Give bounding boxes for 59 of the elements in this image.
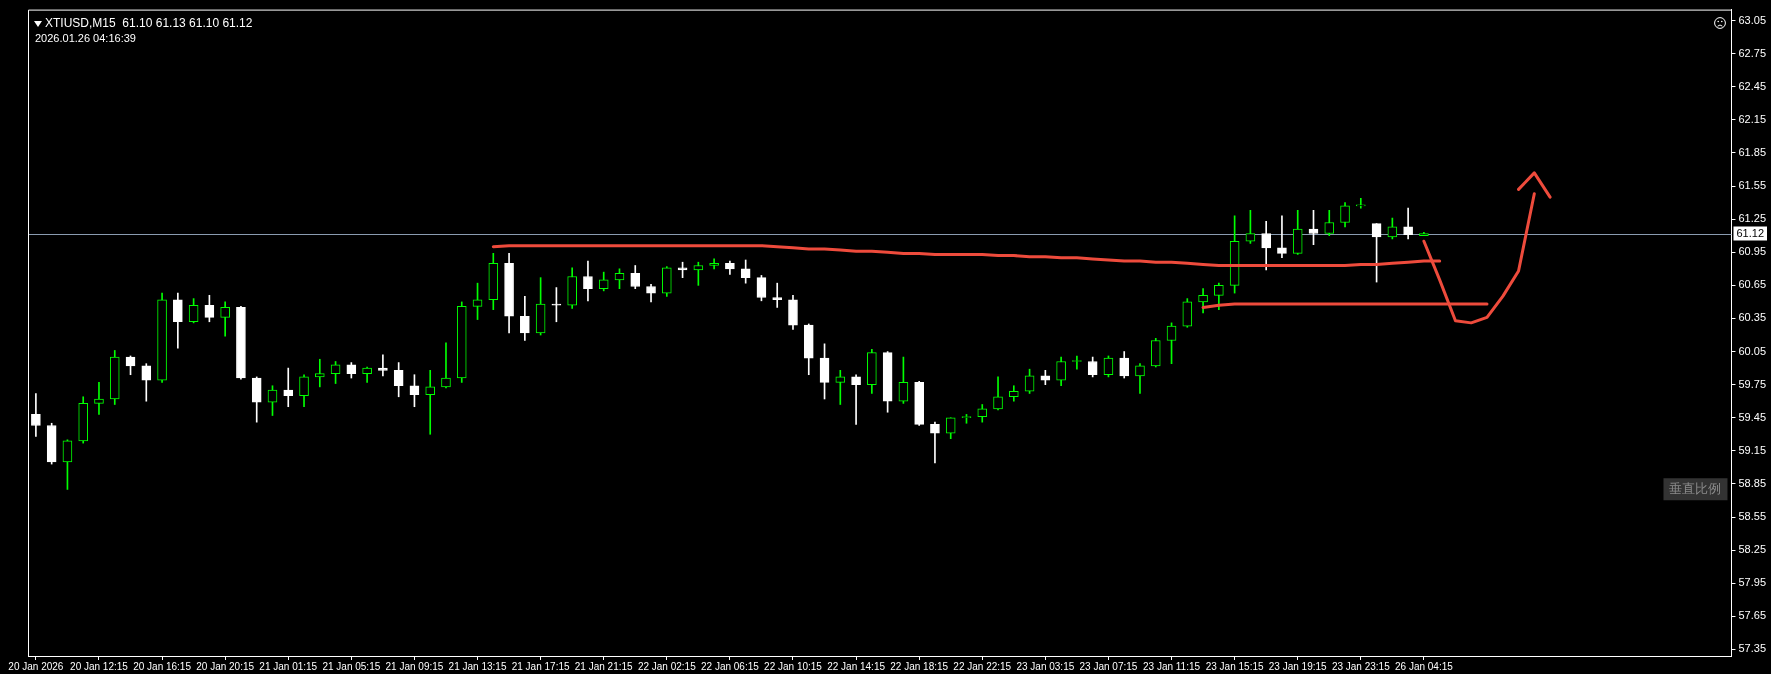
x-tick-label: 26 Jan 04:15 (1394, 660, 1454, 672)
candlestick (1355, 197, 1366, 209)
y-tick-label: 57.95 (1738, 576, 1766, 589)
y-tick-label: 63.05 (1738, 13, 1766, 26)
x-tick-label: 21 Jan 17:15 (511, 660, 570, 672)
y-tick-label: 59.15 (1738, 443, 1766, 456)
y-tick-label: 60.05 (1738, 344, 1766, 357)
x-tick-label: 23 Jan 23:15 (1331, 660, 1391, 672)
x-tick-label: 22 Jan 06:15 (700, 660, 760, 672)
x-tick-label: 22 Jan 10:15 (764, 660, 823, 672)
y-tick-label: 59.75 (1738, 377, 1766, 390)
text: 2026.01.26 04:16:39 (35, 31, 136, 44)
x-tick-label: 20 Jan 12:15 (70, 660, 129, 672)
candlestick (1277, 215, 1287, 259)
candlestick (94, 382, 104, 415)
candlestick (314, 358, 325, 388)
y-tick-label: 57.65 (1738, 609, 1766, 622)
x-tick-label: 21 Jan 09:15 (385, 660, 444, 672)
x-tick-label: 21 Jan 21:15 (574, 660, 634, 672)
x-tick-label: 22 Jan 18:15 (890, 660, 949, 672)
x-tick-label: 23 Jan 03:15 (1016, 660, 1075, 672)
x-tick-label: 21 Jan 01:15 (259, 660, 318, 672)
x-tick-label: 22 Jan 02:15 (637, 660, 697, 672)
y-tick-label: 58.55 (1738, 510, 1766, 523)
candlestick (441, 342, 451, 389)
x-tick-label: 20 Jan 20:15 (196, 660, 255, 672)
y-tick-label: 60.65 (1738, 278, 1766, 291)
text: XTIUSD,M15 61.10 61.13 61.10 61.12 (45, 15, 253, 30)
x-tick-label: 22 Jan 22:15 (953, 660, 1012, 672)
candlestick (425, 369, 436, 435)
y-tick-label: 62.45 (1738, 79, 1766, 92)
x-tick-label: 23 Jan 07:15 (1079, 660, 1138, 672)
candlestick (283, 367, 294, 408)
candlestick (835, 369, 846, 405)
candlestick (378, 354, 388, 377)
y-tick-label: 60.95 (1738, 245, 1766, 258)
candlestick (930, 421, 940, 464)
annotation: 垂直比例 (1669, 480, 1722, 496)
ref-line-label: 61.12 (1736, 227, 1764, 240)
candlestick (772, 282, 783, 308)
y-tick-label: 59.45 (1738, 410, 1766, 423)
x-tick-label: 20 Jan 16:15 (133, 660, 192, 672)
y-tick-label: 60.35 (1738, 311, 1766, 324)
x-tick-label: 23 Jan 15:15 (1205, 660, 1264, 672)
x-tick-label: 21 Jan 05:15 (322, 660, 381, 672)
x-tick-label: 23 Jan 19:15 (1268, 660, 1328, 672)
y-tick-label: 58.85 (1738, 476, 1766, 489)
y-tick-label: 61.25 (1738, 212, 1766, 225)
x-tick-label: 22 Jan 14:15 (827, 660, 886, 672)
y-tick-label: 62.15 (1738, 112, 1766, 125)
x-tick-label: 21 Jan 13:15 (448, 660, 507, 672)
x-tick-label: 20 Jan 2026 (8, 660, 64, 672)
y-tick-label: 61.55 (1738, 179, 1766, 192)
candlestick (851, 374, 861, 425)
x-tick-label: 23 Jan 11:15 (1142, 660, 1201, 672)
y-tick-label: 62.75 (1738, 46, 1766, 59)
y-tick-label: 58.25 (1738, 543, 1766, 556)
y-tick-label: 57.35 (1738, 642, 1766, 655)
y-tick-label: 61.85 (1738, 146, 1766, 159)
